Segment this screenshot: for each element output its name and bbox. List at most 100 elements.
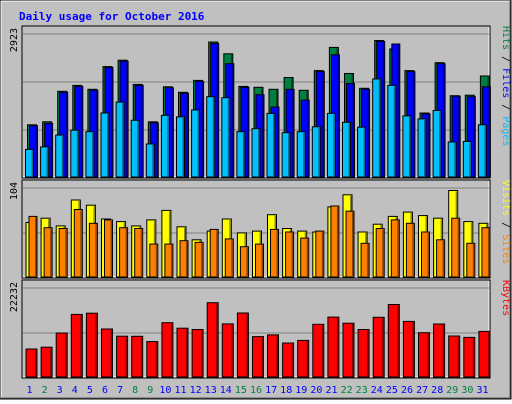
bar-shade — [454, 143, 456, 176]
bar-shade — [318, 127, 320, 176]
bar-shade — [80, 87, 83, 176]
bar-sites-day-19 — [300, 237, 310, 278]
panel-traffic: 2923 Hits / Files / Pages — [9, 25, 511, 179]
x-tick-label-day-16: 16 — [250, 385, 262, 396]
bar-shade — [91, 132, 94, 176]
bar-shade — [201, 243, 203, 276]
bar-shade — [306, 239, 309, 276]
bar-shade — [367, 90, 370, 176]
bar-kbytes-day-27 — [418, 332, 430, 378]
bar-pages-day-25 — [387, 84, 397, 178]
bar-pages-day-20 — [311, 126, 321, 178]
bar-sites-day-24 — [375, 228, 385, 278]
bar-pages-day-27 — [417, 118, 427, 178]
bar-shade — [140, 337, 143, 376]
bar-shade — [321, 232, 324, 276]
bar-shade — [427, 233, 429, 276]
bar-kbytes-day-12 — [191, 329, 204, 378]
bar-kbytes-day-2 — [40, 346, 53, 378]
bar-pages-day-9 — [145, 143, 155, 178]
series-legend-volume: KBytes — [500, 280, 511, 316]
bar-shade — [186, 241, 188, 276]
bar-sites-day-8 — [134, 228, 144, 278]
bar-shade — [125, 337, 128, 376]
bar-sites-day-9 — [149, 243, 159, 278]
bar-kbytes-day-1 — [25, 348, 38, 378]
bar-sites-day-26 — [405, 222, 415, 278]
bar-shade — [186, 94, 188, 176]
bar-kbytes-day-6 — [101, 328, 113, 378]
bar-kbytes-day-24 — [372, 316, 385, 378]
bar-pages-day-19 — [296, 131, 306, 178]
bar-shade — [428, 114, 430, 176]
bar-pages-day-8 — [130, 119, 140, 178]
bar-shade — [442, 325, 445, 376]
bar-sites-day-23 — [360, 242, 370, 278]
bar-shade — [231, 324, 233, 376]
bar-shade — [457, 219, 460, 276]
bar-shade — [156, 123, 158, 176]
bar-shade — [412, 322, 414, 376]
bar-pages-day-28 — [432, 110, 442, 178]
bar-shade — [155, 245, 158, 276]
bar-sites-day-16 — [255, 243, 264, 278]
bar-kbytes-day-17 — [267, 334, 279, 378]
x-tick-label-day-22: 22 — [341, 385, 353, 396]
bar-shade — [65, 229, 67, 276]
bar-kbytes-day-22 — [342, 322, 355, 378]
bar-pages-day-23 — [357, 126, 367, 178]
bar-shade — [152, 145, 154, 176]
bar-sites-day-18 — [285, 231, 295, 278]
bar-shade — [393, 86, 396, 176]
bar-pages-day-6 — [100, 112, 110, 178]
bar-shade — [95, 224, 97, 276]
bar-shade — [306, 341, 309, 376]
bar-shade — [488, 87, 490, 176]
bar-shade — [167, 116, 169, 176]
bar-shade — [227, 98, 230, 176]
x-tick-label-day-10: 10 — [159, 385, 171, 396]
bar-kbytes-day-7 — [116, 335, 129, 378]
legend-sites: Sites — [500, 234, 511, 264]
bar-shade — [216, 230, 218, 276]
bar-sites-day-12 — [194, 241, 204, 278]
bar-pages-day-18 — [281, 132, 291, 178]
bar-kbytes-day-23 — [357, 329, 370, 378]
bar-shade — [276, 335, 278, 376]
bar-pages-day-31 — [477, 124, 487, 178]
bar-shade — [273, 114, 275, 176]
x-tick-label-day-15: 15 — [235, 385, 247, 396]
bar-shade — [288, 133, 290, 176]
bar-shade — [277, 108, 279, 176]
bar-shade — [276, 230, 278, 276]
legend-kbytes: KBytes — [500, 280, 511, 316]
legend-pages: Pages — [500, 116, 511, 146]
bar-kbytes-day-16 — [252, 336, 264, 378]
bar-shade — [65, 334, 67, 376]
bar-shade — [397, 305, 399, 376]
bar-shade — [110, 220, 112, 276]
bar-shade — [352, 324, 354, 376]
bar-shade — [337, 55, 339, 176]
bar-sites-day-1 — [28, 215, 38, 278]
bar-sites-day-29 — [451, 217, 461, 278]
bar-pages-day-4 — [70, 129, 80, 178]
bar-shade — [427, 333, 429, 376]
bar-kbytes-day-20 — [312, 323, 325, 378]
legend-separator: / — [500, 216, 511, 234]
bar-shade — [182, 117, 184, 176]
bar-shade — [412, 224, 414, 276]
bar-sites-day-28 — [436, 239, 446, 278]
x-tick-label-day-13: 13 — [205, 385, 217, 396]
x-tick-label-day-2: 2 — [42, 385, 48, 396]
x-tick-label-day-6: 6 — [102, 385, 108, 396]
bar-shade — [186, 329, 188, 376]
x-tick-label-day-28: 28 — [431, 385, 443, 396]
x-tick-label-day-25: 25 — [386, 385, 398, 396]
bar-shade — [201, 82, 204, 176]
bar-shade — [352, 84, 354, 176]
bar-shade — [458, 97, 460, 176]
bar-pages-day-29 — [447, 141, 457, 178]
x-tick-label-day-19: 19 — [295, 385, 307, 396]
